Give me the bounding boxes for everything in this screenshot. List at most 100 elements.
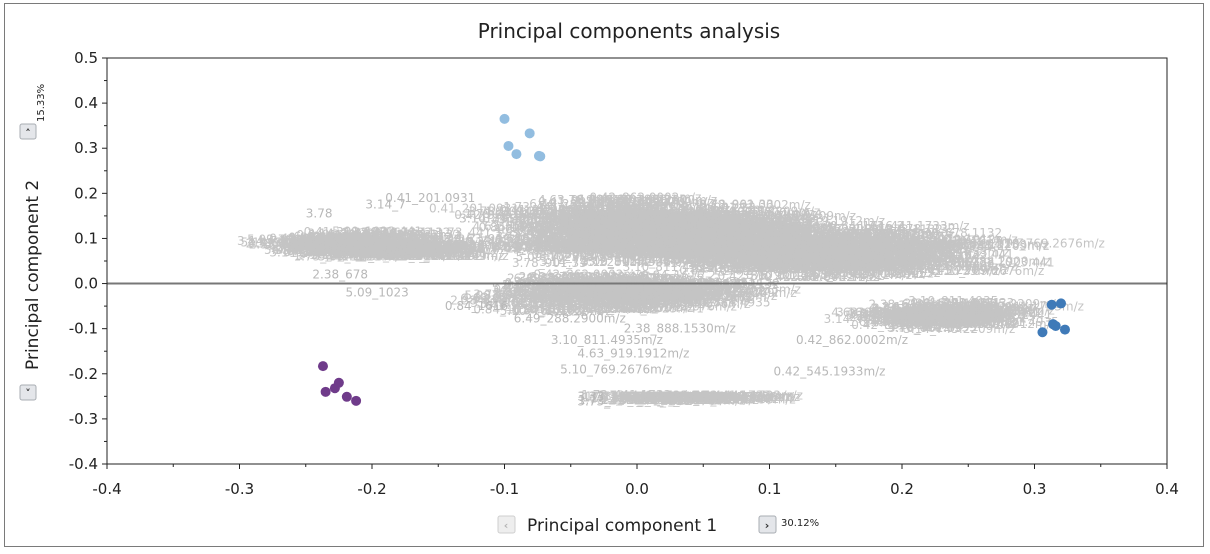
loading-label-cloud-item: 4.63_919.1912m/z: [631, 235, 743, 249]
loading-label-cloud-item: 6.49_288.2900m/z: [640, 221, 752, 235]
loading-label-cloud-item: 0.42_862.0002m/z: [480, 239, 592, 253]
loading-label-cloud-item: 6.49_288.2900m/z: [571, 228, 683, 242]
loading-label-cloud-item: 1.73_441.1733m/z: [597, 216, 709, 230]
loading-label-cloud-item: 5.09_1023.441: [573, 211, 663, 225]
loading-label-cloud-item: 3.78_901.33: [722, 225, 797, 239]
loading-label-cloud-item: 0.84_1616.2: [659, 215, 734, 229]
loading-label-cloud-item: 3.10_811.4935: [516, 224, 606, 238]
loading-label-cloud-item: 0.42_862.0002m/z: [454, 208, 566, 222]
loading-label-cloud-item: 0.41_201.0931: [567, 238, 657, 252]
loading-label-cloud-item: 3.14_745.2209m/z: [610, 210, 722, 224]
loading-label-cloud-item: 3.10_811.4935: [643, 220, 733, 234]
y-tick-label: -0.2: [69, 365, 98, 383]
loading-label-cloud-item: 3.78_901.33: [659, 218, 734, 232]
loading-label-cloud-item: 1.73_441.1733m/z: [580, 223, 692, 237]
loading-label-cloud-item: 3.14_745.2209m/z: [528, 221, 640, 235]
loading-label-cloud-item: 3.10_811.4935: [606, 240, 696, 254]
loading-label-cloud-item: 2.38_678.1132: [672, 222, 762, 236]
loading-label-cloud-item: 0.41_201.0931: [588, 192, 678, 206]
loading-label-cloud-item: 4.63_919.1912m/z: [538, 193, 650, 207]
loading-label-cloud-item: 5.09_1023.441: [577, 230, 667, 244]
loading-label-cloud-item: 3.10_811.4935: [571, 220, 661, 234]
loading-label-cloud-item: 6.49_288.2900m/z: [557, 224, 669, 238]
loading-label-cloud-item: 0.42_862.0002m/z: [709, 234, 821, 248]
loading-label-cloud-item: 3.14_745.2209m/z: [690, 222, 802, 236]
loading-label-cloud-item: 0.41_201.0931: [585, 226, 675, 240]
loading-label-cloud-item: 3.14_745.2209m/z: [559, 241, 671, 255]
loading-label-cloud-item: 4.63_919.1912m/z: [483, 205, 595, 219]
score-point: [524, 128, 535, 139]
loading-label-cloud-item: 3.14_745.2209m/z: [447, 234, 559, 248]
loading-label-cloud-item: 3.10_811.4935: [523, 221, 613, 235]
x-component-next-button[interactable]: ›: [758, 515, 777, 534]
y-component-down-button[interactable]: ˅: [19, 384, 37, 401]
loading-label-cloud-item: 3.10_811.4935: [606, 247, 696, 261]
loading-label-cloud-item: 5.10_769.2676m/z: [458, 240, 570, 254]
loading-label-cloud-item: 5.09_1023.441: [515, 214, 605, 228]
loading-label-cloud-item: 5.09_1023.441: [690, 226, 780, 240]
loading-label: 4.63_919.1912m/z: [577, 346, 689, 360]
x-component-prev-button[interactable]: ‹: [497, 515, 516, 534]
loading-label-cloud-item: 0.84_1616.2: [627, 224, 702, 238]
loading-label-cloud-item: 3.10_811.4935: [711, 214, 801, 228]
loading-label-cloud-item: 0.41_201.0931: [572, 215, 662, 229]
loading-label-cloud-item: 5.10_769.2676m/z: [606, 233, 718, 247]
loading-label-cloud-item: 1.73_441.1733m/z: [560, 238, 672, 252]
loading-label-cloud-item: 0.41_201.0931: [562, 210, 652, 224]
loading-label-cloud-item: 6.49_288.2900m/z: [582, 224, 694, 238]
loading-label-cloud-item: 1.73_441.1733m/z: [696, 225, 808, 239]
x-tick-label: -0.2: [357, 480, 386, 498]
loading-label-cloud-item: 3.10_811.4935: [459, 211, 549, 225]
loading-label-cloud-item: 1.73_441.1733m/z: [610, 231, 722, 245]
loading-label-cloud-item: 2.38_678.1132: [728, 227, 818, 241]
score-point: [1046, 299, 1057, 310]
loading-label-cloud-item: 4.63_919.1912m/z: [546, 214, 658, 228]
loading-label-cloud-item: 0.84_1616.2: [519, 205, 594, 219]
loading-label-cloud-item: 3.78_901.33: [576, 220, 651, 234]
loading-label-cloud-item: 4.63_919.1912m/z: [652, 232, 764, 246]
loading-label-cloud-item: 0.41_201.0931: [560, 231, 650, 245]
loading-label-cloud-item: 1.73_441.1733m/z: [465, 207, 577, 221]
loading-label-cloud-item: 5.09_1023.441: [548, 214, 638, 228]
loading-label-cloud-item: 0.84_1616.2: [550, 209, 625, 223]
loading-label-cloud-item: 0.84_1616.2: [561, 240, 636, 254]
loading-label-cloud-item: 6.49_288.2900m/z: [906, 316, 1018, 330]
loading-label-cloud-item: 0.41_201.0931: [717, 212, 807, 226]
loading-label-cloud-item: 3.78_901.33: [513, 243, 588, 257]
loading-label-cloud-item: 0.41_201.0931: [606, 239, 696, 253]
loading-label-cloud-item: 5.09_1023.441: [703, 239, 793, 253]
score-point: [1059, 324, 1070, 335]
y-tick-label: 0.3: [74, 139, 98, 157]
score-point: [341, 391, 352, 402]
loading-label-cloud-item: 4.63_919.1912m/z: [494, 222, 606, 236]
loading-label-cloud-item: 0.42_862.0002m/z: [628, 211, 740, 225]
loading-label-cloud-item: 3.14_745.2209m/z: [616, 247, 728, 261]
y-component-up-button[interactable]: ˄: [19, 123, 37, 140]
score-point: [333, 377, 344, 388]
x-tick-label: 0.0: [625, 480, 649, 498]
loading-label-cloud-item: 3.14_745.2209m/z: [631, 216, 743, 230]
loading-label-cloud-item: 6.49_288.2900m/z: [608, 231, 720, 245]
loading-label-cloud-item: 6.49_288.2900m/z: [621, 215, 733, 229]
loading-label-cloud-item: 4.63_919.1912m/z: [658, 217, 770, 231]
loading-label-cloud-item: 1.73_441.1733m/z: [607, 215, 719, 229]
loading-label-cloud-item: 0.41_201.0931: [538, 195, 628, 209]
loading-label-cloud-item: 6.49_288.2900m/z: [601, 235, 713, 249]
loading-label-cloud-item: 2.38_678.1132: [866, 222, 956, 236]
y-tick-label: -0.1: [69, 320, 98, 338]
loading-label-cloud-item: 0.41_201.0931: [397, 247, 487, 261]
loading-label-cloud-item: 5.10_769.2676m/z: [664, 235, 776, 249]
loading-label-cloud-item: 1.73_441.1733m/z: [702, 221, 814, 235]
loading-label-cloud-item: 0.42_862.0002m/z: [591, 237, 703, 251]
loading-label-cloud-item: 3.78_901.33: [613, 218, 688, 232]
loading-label-cloud-item: 3.78_901.33: [655, 225, 730, 239]
loading-label-cloud-item: 3.78_901.33: [557, 193, 632, 207]
loading-label-cloud-item: 3.14_745.2209m/z: [527, 238, 639, 252]
loading-label-cloud-item: 5.10_769.2676m/z: [630, 220, 742, 234]
chevron-right-icon: ›: [765, 519, 770, 532]
loading-label-cloud-item: 6.49_288.2900m/z: [577, 192, 689, 206]
loading-label-cloud-item: 0.42_862.0002m/z: [551, 237, 663, 251]
loading-label-cloud-item: 5.09_1023.441: [606, 239, 696, 253]
loading-label-cloud-item: 1.73_441.1733m/z: [536, 227, 648, 241]
loading-label-cloud-item: 5.09_1023.441: [516, 250, 606, 264]
